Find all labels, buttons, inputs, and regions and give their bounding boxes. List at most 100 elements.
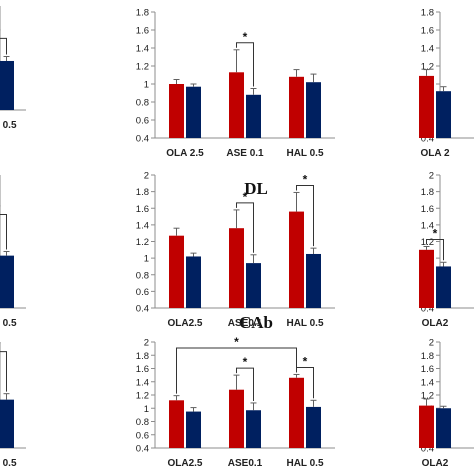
significance-star: * xyxy=(243,30,248,44)
significance-star: * xyxy=(243,355,248,369)
significance-star: * xyxy=(0,202,1,216)
y-tick-label: 1 xyxy=(144,80,149,91)
bar-navy xyxy=(246,410,261,448)
y-tick-label: 1.2 xyxy=(136,62,149,73)
category-label: ASE0.1 xyxy=(228,318,263,329)
y-tick-label: 0.4 xyxy=(136,444,149,455)
y-tick-label: 1.4 xyxy=(136,44,149,55)
category-label: HAL 0.5 xyxy=(0,120,17,131)
category-label: OLA 2 xyxy=(420,148,450,159)
y-tick-label: 0.6 xyxy=(136,116,149,127)
bar-red xyxy=(419,405,434,448)
bar-red xyxy=(419,249,434,308)
chart-panel: 0.4 0.6 0.8 1 1.2 1.4 1.6 1.8 OLA 2.5 ASE 0.1 HAL … xyxy=(136,8,335,159)
y-tick-label: 0.8 xyxy=(136,98,149,109)
y-tick-label: 1.2 xyxy=(421,391,434,402)
bar-red xyxy=(169,400,184,448)
significance-bracket xyxy=(296,184,314,247)
category-label: HAL 0.5 xyxy=(0,318,17,329)
category-label: OLA2 xyxy=(422,458,449,469)
significance-bracket xyxy=(0,351,7,392)
chart-panel: 0.40.60.811.21.41.61.8HAL 0.5* xyxy=(0,6,26,131)
bar-navy xyxy=(436,91,451,138)
y-tick-label: 1.6 xyxy=(136,364,149,375)
bar-red xyxy=(229,228,244,308)
bar-navy xyxy=(306,253,321,308)
bar-red xyxy=(169,84,184,138)
y-tick-label: 1.2 xyxy=(421,62,434,73)
bar-red xyxy=(289,377,304,448)
y-tick-label: 2 xyxy=(429,338,434,349)
y-tick-label: 1.6 xyxy=(136,204,149,215)
y-tick-label: 0.8 xyxy=(136,270,149,281)
significance-star: * xyxy=(0,339,1,353)
bar-navy xyxy=(246,263,261,308)
bar-navy xyxy=(0,60,14,110)
panel-title-cab: CAb xyxy=(239,313,273,332)
y-tick-label: 0.8 xyxy=(136,417,149,428)
y-tick-label: 0.6 xyxy=(136,287,149,298)
bar-navy xyxy=(246,94,261,138)
y-tick-label: 0.4 xyxy=(421,134,434,145)
bar-navy xyxy=(306,406,321,448)
y-tick-label: 1.8 xyxy=(136,8,149,19)
significance-star: * xyxy=(243,190,248,204)
significance-bracket xyxy=(0,37,7,55)
category-label: OLA2.5 xyxy=(167,458,202,469)
y-tick-label: 1.8 xyxy=(136,187,149,198)
significance-star: * xyxy=(0,25,1,39)
y-tick-label: 1.8 xyxy=(136,351,149,362)
significance-bracket xyxy=(0,214,7,250)
bar-red xyxy=(169,235,184,308)
bar-navy xyxy=(0,255,14,308)
y-tick-label: 0.4 xyxy=(421,444,434,455)
y-tick-label: 1 xyxy=(144,254,149,265)
significance-star: * xyxy=(303,354,308,368)
chart-panel: 0.40.60.811.21.41.61.82HAL 0.5* xyxy=(0,339,26,469)
y-tick-label: 1.8 xyxy=(421,8,434,19)
category-label: OLA2 xyxy=(422,318,449,329)
y-tick-label: 1.2 xyxy=(136,391,149,402)
significance-star: * xyxy=(303,172,308,186)
y-tick-label: 1 xyxy=(144,404,149,415)
category-label: HAL 0.5 xyxy=(286,148,323,159)
significance-star: * xyxy=(433,226,438,240)
category-label: OLA 2.5 xyxy=(166,148,204,159)
significance-bracket xyxy=(176,347,297,394)
y-tick-label: 1.6 xyxy=(421,26,434,37)
significance-bracket xyxy=(236,367,254,401)
bar-navy xyxy=(306,82,321,138)
bar-navy xyxy=(186,411,201,448)
bar-red xyxy=(419,75,434,138)
y-tick-label: 1.4 xyxy=(421,44,434,55)
chart-panel: 0.4 0.6 0.8 1 1.2 1.4 1.6 1.8 2 OLA2.5 ASE0.1 HAL 0… xyxy=(136,335,335,469)
category-label: ASE0.1 xyxy=(228,458,263,469)
y-tick-label: 1.4 xyxy=(421,220,434,231)
bar-navy xyxy=(186,86,201,138)
category-label: OLA2.5 xyxy=(167,318,202,329)
y-tick-label: 2 xyxy=(144,171,149,182)
y-tick-label: 1.6 xyxy=(421,204,434,215)
y-tick-label: 1.8 xyxy=(421,187,434,198)
significance-bracket xyxy=(236,202,254,253)
y-tick-label: 1.4 xyxy=(421,377,434,388)
y-tick-label: 1.2 xyxy=(421,237,434,248)
bar-navy xyxy=(436,266,451,308)
bar-navy xyxy=(186,256,201,308)
bar-red xyxy=(289,76,304,138)
chart-panel: 0.40.60.811.21.41.61.82HAL 0.5* xyxy=(0,175,26,329)
y-tick-label: 1.2 xyxy=(136,237,149,248)
y-tick-label: 1.6 xyxy=(421,364,434,375)
y-tick-label: 1.6 xyxy=(136,26,149,37)
y-tick-label: 0.4 xyxy=(136,304,149,315)
significance-bracket xyxy=(236,42,254,87)
category-label: HAL 0.5 xyxy=(286,318,323,329)
y-tick-label: 1.4 xyxy=(136,220,149,231)
category-label: HAL 0.5 xyxy=(0,458,17,469)
category-label: HAL 0.5 xyxy=(286,458,323,469)
chart-panel: 0.4 0.6 0.8 1 1.2 1.4 1.6 1.8 2 OLA2.5 ASE0.1 HAL 0… xyxy=(136,171,335,329)
panel-title-dl: DL xyxy=(244,179,268,198)
